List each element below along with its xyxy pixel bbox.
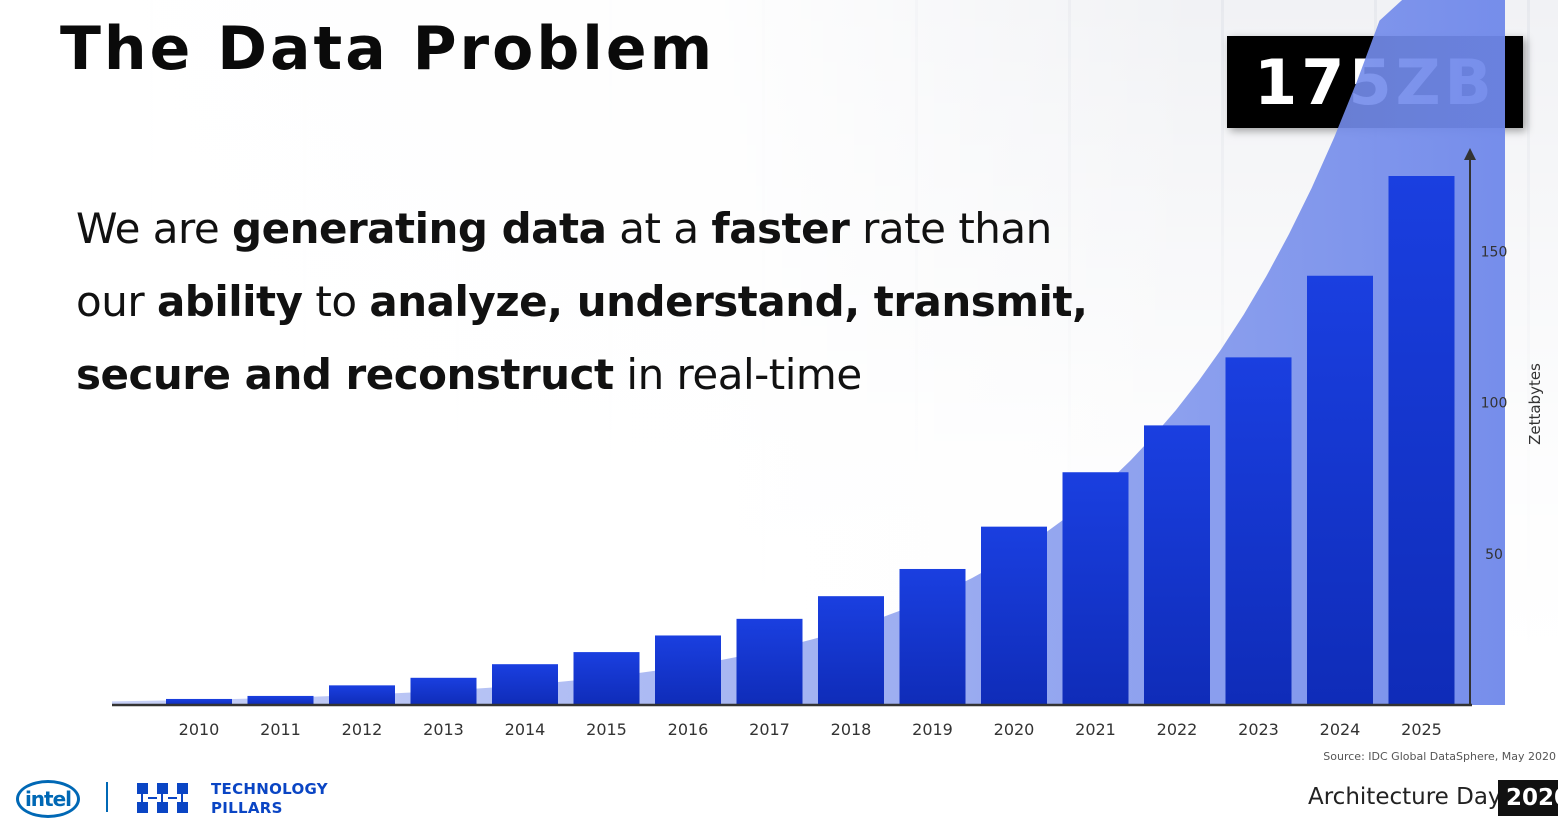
x-tick-label: 2012 — [342, 720, 383, 739]
x-tick-label: 2020 — [994, 720, 1035, 739]
x-tick-label: 2016 — [668, 720, 709, 739]
x-tick-label: 2011 — [260, 720, 301, 739]
event-year: 2020 — [1498, 780, 1558, 816]
statement-line-1: We are generating data at a faster rate … — [76, 192, 1056, 265]
x-tick-label: 2025 — [1401, 720, 1442, 739]
statement-run: in real-time — [613, 350, 862, 399]
bar-2019 — [899, 568, 966, 705]
y-axis-arrow-icon — [1464, 148, 1476, 160]
x-tick-label: 2019 — [912, 720, 953, 739]
y-axis-label: Zettabytes — [1526, 363, 1544, 445]
technology-pillars-label: TECHNOLOGY PILLARS — [211, 780, 328, 818]
slide-title: The Data Problem — [60, 14, 716, 84]
bar-2011 — [247, 695, 314, 705]
x-tick-label: 2023 — [1238, 720, 1279, 739]
y-tick-label: 100 — [1481, 396, 1508, 412]
statement-run: to — [302, 277, 370, 326]
statement-run: rate than — [849, 204, 1052, 253]
bar-2014 — [492, 664, 558, 705]
statement-emphasis: secure and reconstruct — [76, 350, 614, 399]
x-tick-label: 2018 — [831, 720, 872, 739]
y-tick-label: 150 — [1481, 245, 1508, 261]
bar-2020 — [981, 526, 1047, 705]
bar-2013 — [410, 677, 477, 705]
x-tick-label: 2022 — [1157, 720, 1198, 739]
bar-2025 — [1388, 176, 1455, 705]
intel-logo: intel — [16, 780, 80, 818]
bar-2018 — [818, 596, 884, 705]
statement-emphasis: generating data — [232, 204, 607, 253]
source-note: Source: IDC Global DataSphere, May 2020 — [1323, 750, 1556, 763]
x-tick-label: 2015 — [586, 720, 627, 739]
statement-line-3: secure and reconstruct in real-time — [76, 338, 1056, 411]
statement-text: We are generating data at a faster rate … — [76, 192, 1088, 411]
bar-2022 — [1144, 425, 1210, 705]
x-tick-label: 2010 — [179, 720, 220, 739]
growth-area — [112, 0, 1505, 705]
statement-emphasis: analyze, understand, transmit, — [369, 277, 1088, 326]
y-tick-label: 50 — [1485, 547, 1503, 563]
bar-2017 — [736, 618, 803, 705]
bar-2016 — [655, 635, 721, 705]
x-tick-label: 2013 — [423, 720, 464, 739]
bar-2024 — [1307, 275, 1373, 705]
brand-line-2: PILLARS — [211, 799, 283, 817]
statement-run: at a — [606, 204, 712, 253]
bar-2010 — [166, 698, 232, 705]
bar-2012 — [329, 685, 395, 705]
bar-2015 — [573, 652, 640, 705]
statement-emphasis: ability — [156, 277, 303, 326]
event-name: Architecture Day — [1308, 784, 1502, 810]
x-tick-label: 2014 — [505, 720, 546, 739]
bar-2023 — [1225, 357, 1292, 705]
x-tick-label: 2021 — [1075, 720, 1116, 739]
statement-line-2: our ability to analyze, understand, tran… — [76, 265, 1088, 338]
bar-2021 — [1062, 472, 1129, 705]
statement-run: our — [76, 277, 157, 326]
x-tick-label: 2017 — [749, 720, 790, 739]
brand-line-1: TECHNOLOGY — [211, 780, 328, 798]
pillars-icon — [137, 783, 188, 813]
statement-emphasis: faster — [711, 204, 850, 253]
footer-divider — [106, 782, 108, 812]
x-tick-label: 2024 — [1320, 720, 1361, 739]
statement-run: We are — [76, 204, 233, 253]
